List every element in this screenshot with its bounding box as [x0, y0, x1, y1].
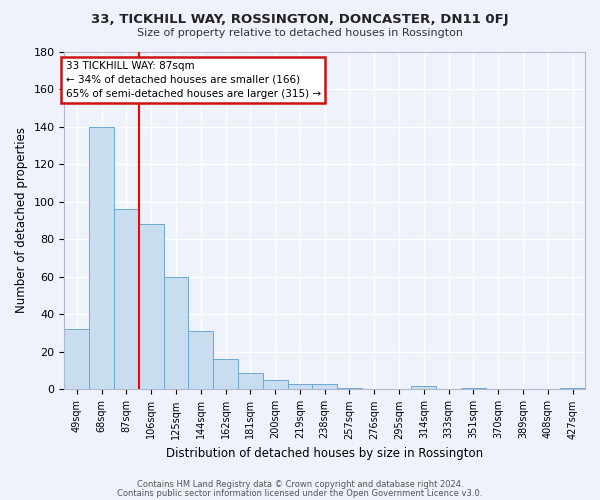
Bar: [238, 372, 263, 390]
Bar: [64, 330, 89, 390]
Bar: [89, 126, 114, 390]
Text: 33 TICKHILL WAY: 87sqm
← 34% of detached houses are smaller (166)
65% of semi-de: 33 TICKHILL WAY: 87sqm ← 34% of detached…: [65, 61, 321, 99]
Y-axis label: Number of detached properties: Number of detached properties: [15, 128, 28, 314]
Text: 33, TICKHILL WAY, ROSSINGTON, DONCASTER, DN11 0FJ: 33, TICKHILL WAY, ROSSINGTON, DONCASTER,…: [91, 12, 509, 26]
Bar: [461, 388, 486, 390]
Bar: [412, 386, 436, 390]
Bar: [560, 388, 585, 390]
Bar: [188, 331, 213, 390]
Text: Size of property relative to detached houses in Rossington: Size of property relative to detached ho…: [137, 28, 463, 38]
Bar: [337, 388, 362, 390]
Bar: [114, 209, 139, 390]
Bar: [213, 360, 238, 390]
X-axis label: Distribution of detached houses by size in Rossington: Distribution of detached houses by size …: [166, 447, 483, 460]
Bar: [139, 224, 164, 390]
Bar: [164, 277, 188, 390]
Text: Contains public sector information licensed under the Open Government Licence v3: Contains public sector information licen…: [118, 488, 482, 498]
Bar: [313, 384, 337, 390]
Text: Contains HM Land Registry data © Crown copyright and database right 2024.: Contains HM Land Registry data © Crown c…: [137, 480, 463, 489]
Bar: [287, 384, 313, 390]
Bar: [263, 380, 287, 390]
